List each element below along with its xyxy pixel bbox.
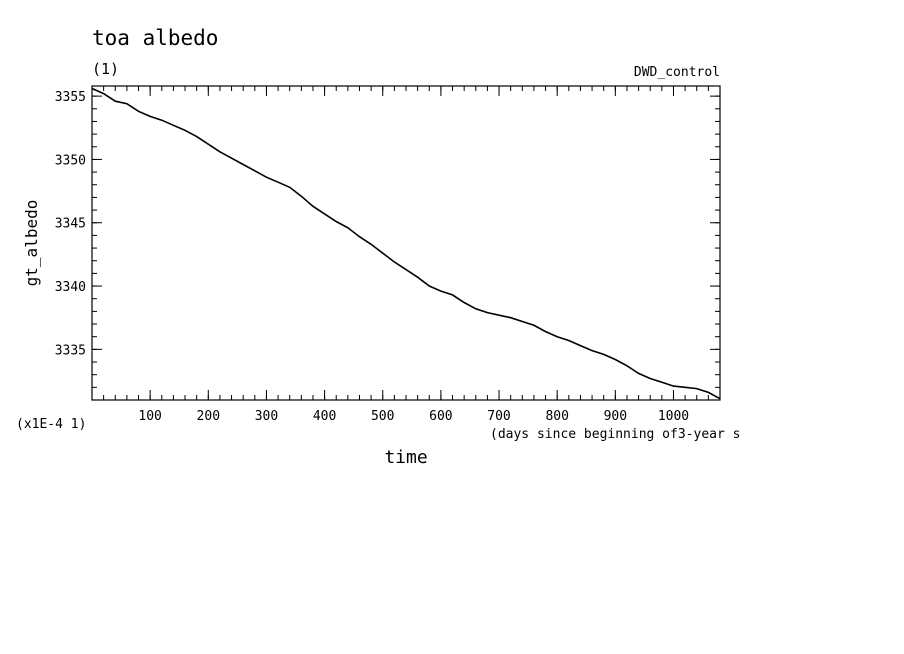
x-tick-label: 200 (197, 409, 220, 424)
y-tick-label: 3335 (55, 343, 86, 358)
series-line (91, 87, 721, 400)
x-tick-label: 900 (604, 409, 627, 424)
y-tick-label: 3345 (55, 217, 86, 232)
x-tick-label: 300 (255, 409, 278, 424)
plot-frame (91, 85, 721, 401)
y-axis-label: gt_albedo (22, 200, 41, 287)
y-axis: 3335 3340 3345 3350 3355 (55, 90, 720, 358)
x-tick-label: 500 (371, 409, 394, 424)
y-scale-note: (x1E-4 1) (16, 417, 86, 432)
x-axis: 100 200 300 400 500 600 700 800 900 1000 (138, 86, 689, 424)
chart-title: toa albedo (92, 26, 218, 50)
x-tick-label: 700 (487, 409, 510, 424)
x-axis-label: time (384, 447, 427, 468)
y-tick-label: 3340 (55, 280, 86, 295)
x-tick-label: 100 (138, 409, 161, 424)
x-tick-label: 400 (313, 409, 336, 424)
run-label: DWD_control (634, 65, 720, 80)
y-tick-label: 3355 (55, 90, 86, 105)
y-tick-label: 3350 (55, 153, 86, 168)
chart-subtitle: (1) (92, 60, 119, 78)
x-tick-label: 800 (545, 409, 568, 424)
x-tick-label: 600 (429, 409, 452, 424)
x-tick-label: 1000 (658, 409, 689, 424)
minor-ticks (92, 86, 720, 401)
x-units-label: (days since beginning of3-year s (490, 427, 740, 442)
